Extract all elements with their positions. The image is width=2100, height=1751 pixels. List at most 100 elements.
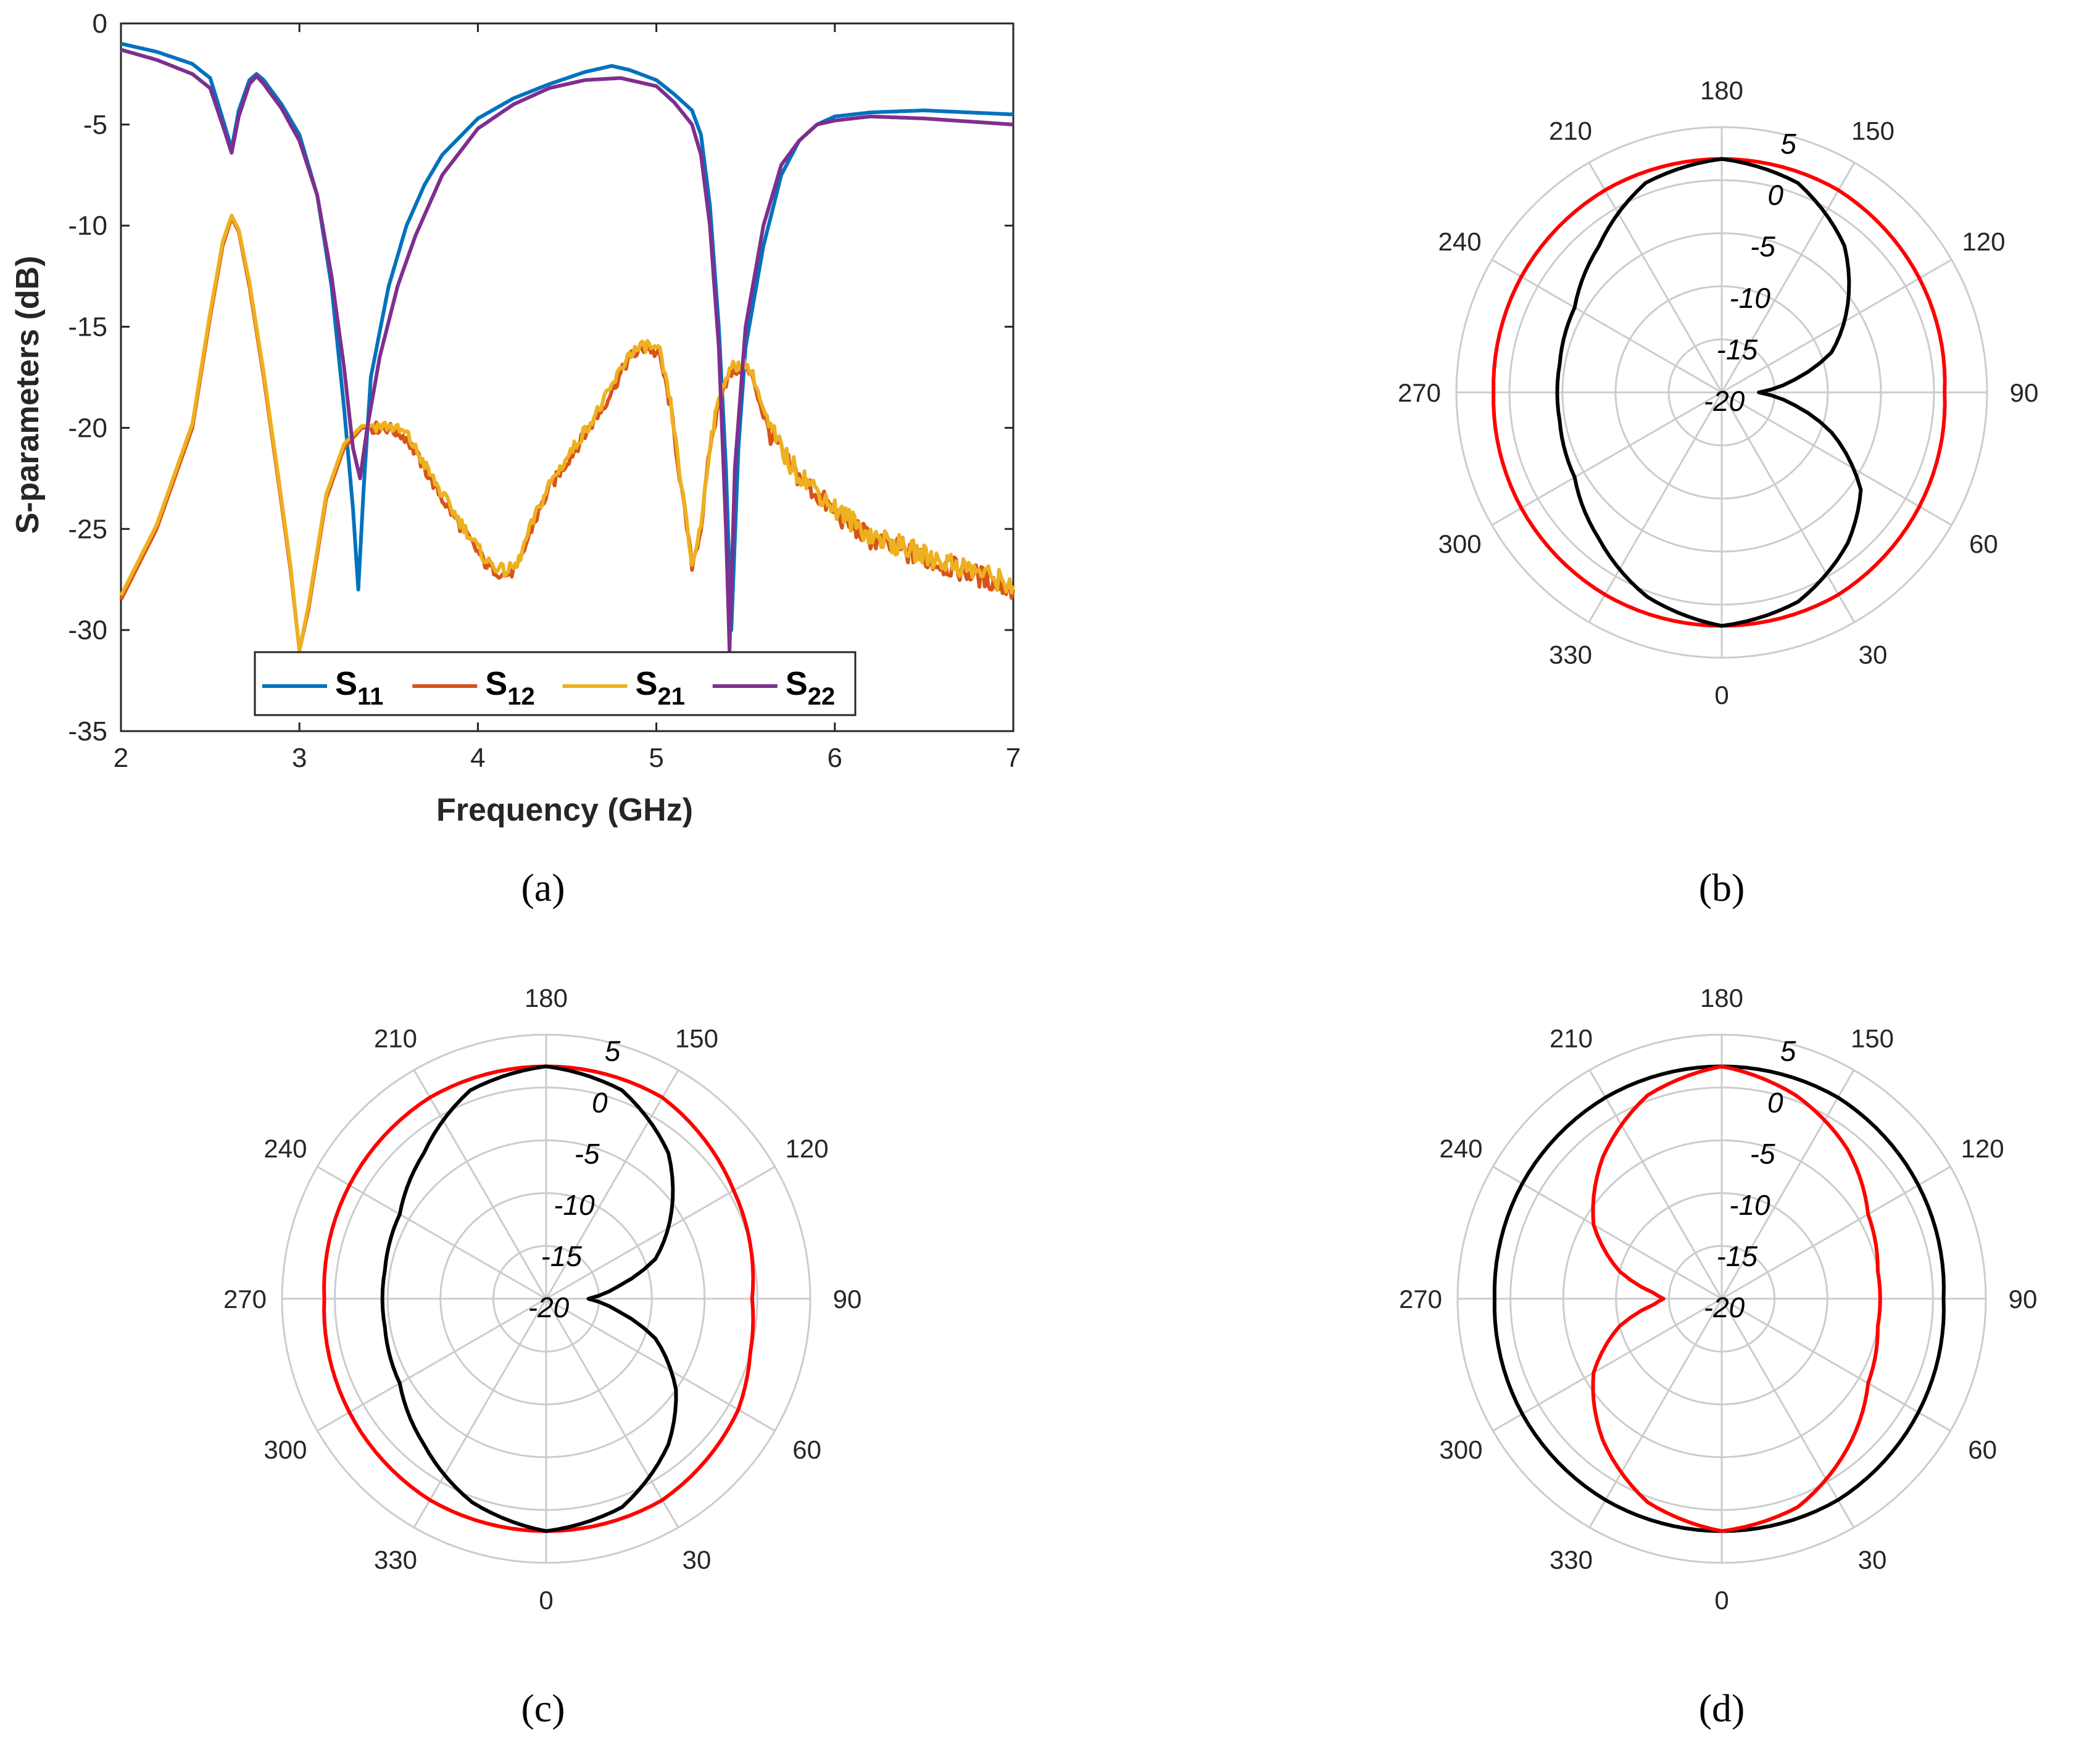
panel-a-axes-box	[120, 22, 1015, 732]
polar-angle-label: 180	[1700, 76, 1743, 105]
polar-radial-label: -15	[541, 1240, 582, 1272]
polar-grid-spoke	[1721, 259, 1953, 394]
panel-a-caption: (a)	[521, 866, 565, 909]
panel-b-plot-area: 0 30 60 90 120 150 180 210 240 270 300 330 5 0 -5 -10 -1…	[1398, 76, 2038, 710]
polar-grid-spoke	[1720, 1298, 1855, 1528]
polar-angle-label: 120	[1961, 1134, 2004, 1163]
polar-radial-label: 5	[1780, 128, 1796, 160]
panel-a-sparameters-chart: 2 3 4 5 6 7 0 -5 -10 -15 -20 -25 -30 -35 Frequency (G…	[10, 9, 1021, 909]
polar-radial-label: -15	[1716, 1240, 1758, 1272]
panel-a-tick-labels: 2 3 4 5 6 7 0 -5 -10 -15 -20 -25 -30 -35	[68, 9, 1021, 773]
polar-grid-spoke	[1492, 1165, 1722, 1300]
panel-a-x-axis-label: Frequency (GHz)	[436, 792, 693, 828]
polar-angle-label: 210	[374, 1024, 417, 1053]
series-line-s11	[120, 41, 1014, 632]
y-tick-label: -25	[68, 514, 107, 544]
polar-radial-label: -5	[1750, 231, 1775, 263]
polar-angle-label: 270	[223, 1285, 267, 1314]
panel-a-series-lines	[119, 41, 1015, 652]
polar-radial-label: 0	[1767, 1087, 1783, 1119]
polar-grid-spoke	[1720, 392, 1856, 623]
polar-angle-label: 0	[1714, 1586, 1729, 1615]
polar-angle-label: 150	[1851, 117, 1895, 146]
polar-series-red	[1591, 1064, 1882, 1533]
polar-angle-label: 30	[1858, 1546, 1887, 1575]
x-tick-label: 2	[114, 743, 128, 773]
legend-label-s12: S12	[485, 665, 535, 710]
legend-label-s11: S11	[335, 665, 383, 710]
polar-radial-label: 5	[605, 1035, 621, 1067]
polar-grid-spoke	[1721, 1165, 1951, 1300]
y-tick-label: -20	[68, 413, 107, 443]
polar-grid-spoke	[545, 1298, 679, 1528]
polar-angle-label: 60	[1969, 529, 1998, 558]
polar-grid-spoke	[1492, 1298, 1722, 1432]
polar-grid-spoke	[545, 1069, 679, 1299]
polar-series-black	[1555, 157, 1863, 628]
panel-c-polar-pattern: 0 30 60 90 120 150 180 210 240 270 300 330 5 0 -5 -10 -1…	[223, 983, 861, 1730]
panel-d-plot-area: 0 30 60 90 120 150 180 210 240 270 300 330 5 0 -5 -10 -1…	[1399, 983, 2037, 1615]
panel-b-caption: (b)	[1699, 866, 1745, 909]
polar-angle-label: 300	[264, 1435, 307, 1464]
x-tick-label: 4	[470, 743, 485, 773]
polar-grid-spoke	[317, 1298, 547, 1432]
polar-radial-label: -10	[554, 1189, 595, 1221]
y-tick-label: -5	[83, 110, 107, 140]
polar-angle-label: 90	[2010, 378, 2039, 407]
x-tick-label: 3	[292, 743, 307, 773]
polar-radial-label: -20	[1704, 385, 1745, 417]
polar-angle-label: 120	[786, 1134, 829, 1163]
polar-angle-label: 120	[1962, 227, 2005, 256]
polar-angle-label: 210	[1550, 1024, 1593, 1053]
polar-radial-label: 0	[1767, 179, 1783, 211]
polar-angle-label: 30	[1859, 640, 1888, 669]
panel-b-polar-pattern: 0 30 60 90 120 150 180 210 240 270 300 330 5 0 -5 -10 -1…	[1398, 76, 2038, 909]
polar-radial-label: -10	[1729, 282, 1770, 314]
panel-a-plot-area	[120, 22, 1015, 732]
polar-angle-label: 180	[1700, 983, 1743, 1012]
polar-grid-spoke	[317, 1165, 547, 1300]
series-line-s21	[119, 213, 1015, 652]
x-tick-label: 6	[828, 743, 842, 773]
polar-radial-label: -5	[575, 1138, 600, 1170]
polar-angle-label: 180	[525, 983, 568, 1012]
polar-grid-spoke	[1721, 1298, 1951, 1432]
polar-angle-label: 330	[1550, 1546, 1593, 1575]
polar-grid-spoke	[1491, 391, 1722, 526]
y-tick-label: -10	[68, 211, 107, 241]
panel-a-legend: S11 S12 S21 S22	[254, 651, 857, 716]
polar-grid-spoke	[1588, 1069, 1723, 1299]
polar-series-black	[380, 1064, 678, 1533]
polar-grid-spoke	[413, 1069, 547, 1299]
panel-d-polar-pattern: 0 30 60 90 120 150 180 210 240 270 300 330 5 0 -5 -10 -1…	[1399, 983, 2037, 1730]
polar-angle-label: 300	[1438, 529, 1482, 558]
polar-angle-label: 240	[1438, 227, 1482, 256]
polar-radial-label: -20	[1704, 1291, 1745, 1323]
polar-angle-label: 0	[539, 1586, 553, 1615]
y-tick-label: -35	[68, 716, 107, 747]
polar-grid-spoke	[546, 1165, 776, 1300]
polar-angle-label: 330	[1549, 640, 1592, 669]
polar-angle-label: 0	[1714, 681, 1729, 710]
polar-angle-label: 240	[264, 1134, 307, 1163]
polar-grid-spoke	[1588, 162, 1723, 393]
polar-angle-label: 60	[1968, 1435, 1997, 1464]
series-line-s22	[120, 48, 1014, 652]
polar-angle-label: 270	[1399, 1285, 1442, 1314]
polar-angle-label: 30	[683, 1546, 712, 1575]
polar-grid-spoke	[1588, 392, 1723, 623]
polar-radial-label: 0	[592, 1087, 608, 1119]
polar-grid-spoke	[413, 1298, 547, 1528]
y-tick-label: -30	[68, 615, 107, 645]
y-tick-label: 0	[93, 9, 107, 39]
polar-grid-spoke	[1720, 162, 1856, 393]
panel-c-caption: (c)	[521, 1686, 565, 1730]
polar-grid-spoke	[1721, 391, 1953, 526]
polar-radial-label: 5	[1780, 1035, 1796, 1067]
polar-radial-label: -15	[1717, 334, 1758, 366]
polar-angle-label: 210	[1549, 117, 1592, 146]
polar-angle-label: 240	[1439, 1134, 1482, 1163]
polar-grid-spoke	[1588, 1298, 1723, 1528]
legend-label-s21: S21	[636, 665, 686, 710]
